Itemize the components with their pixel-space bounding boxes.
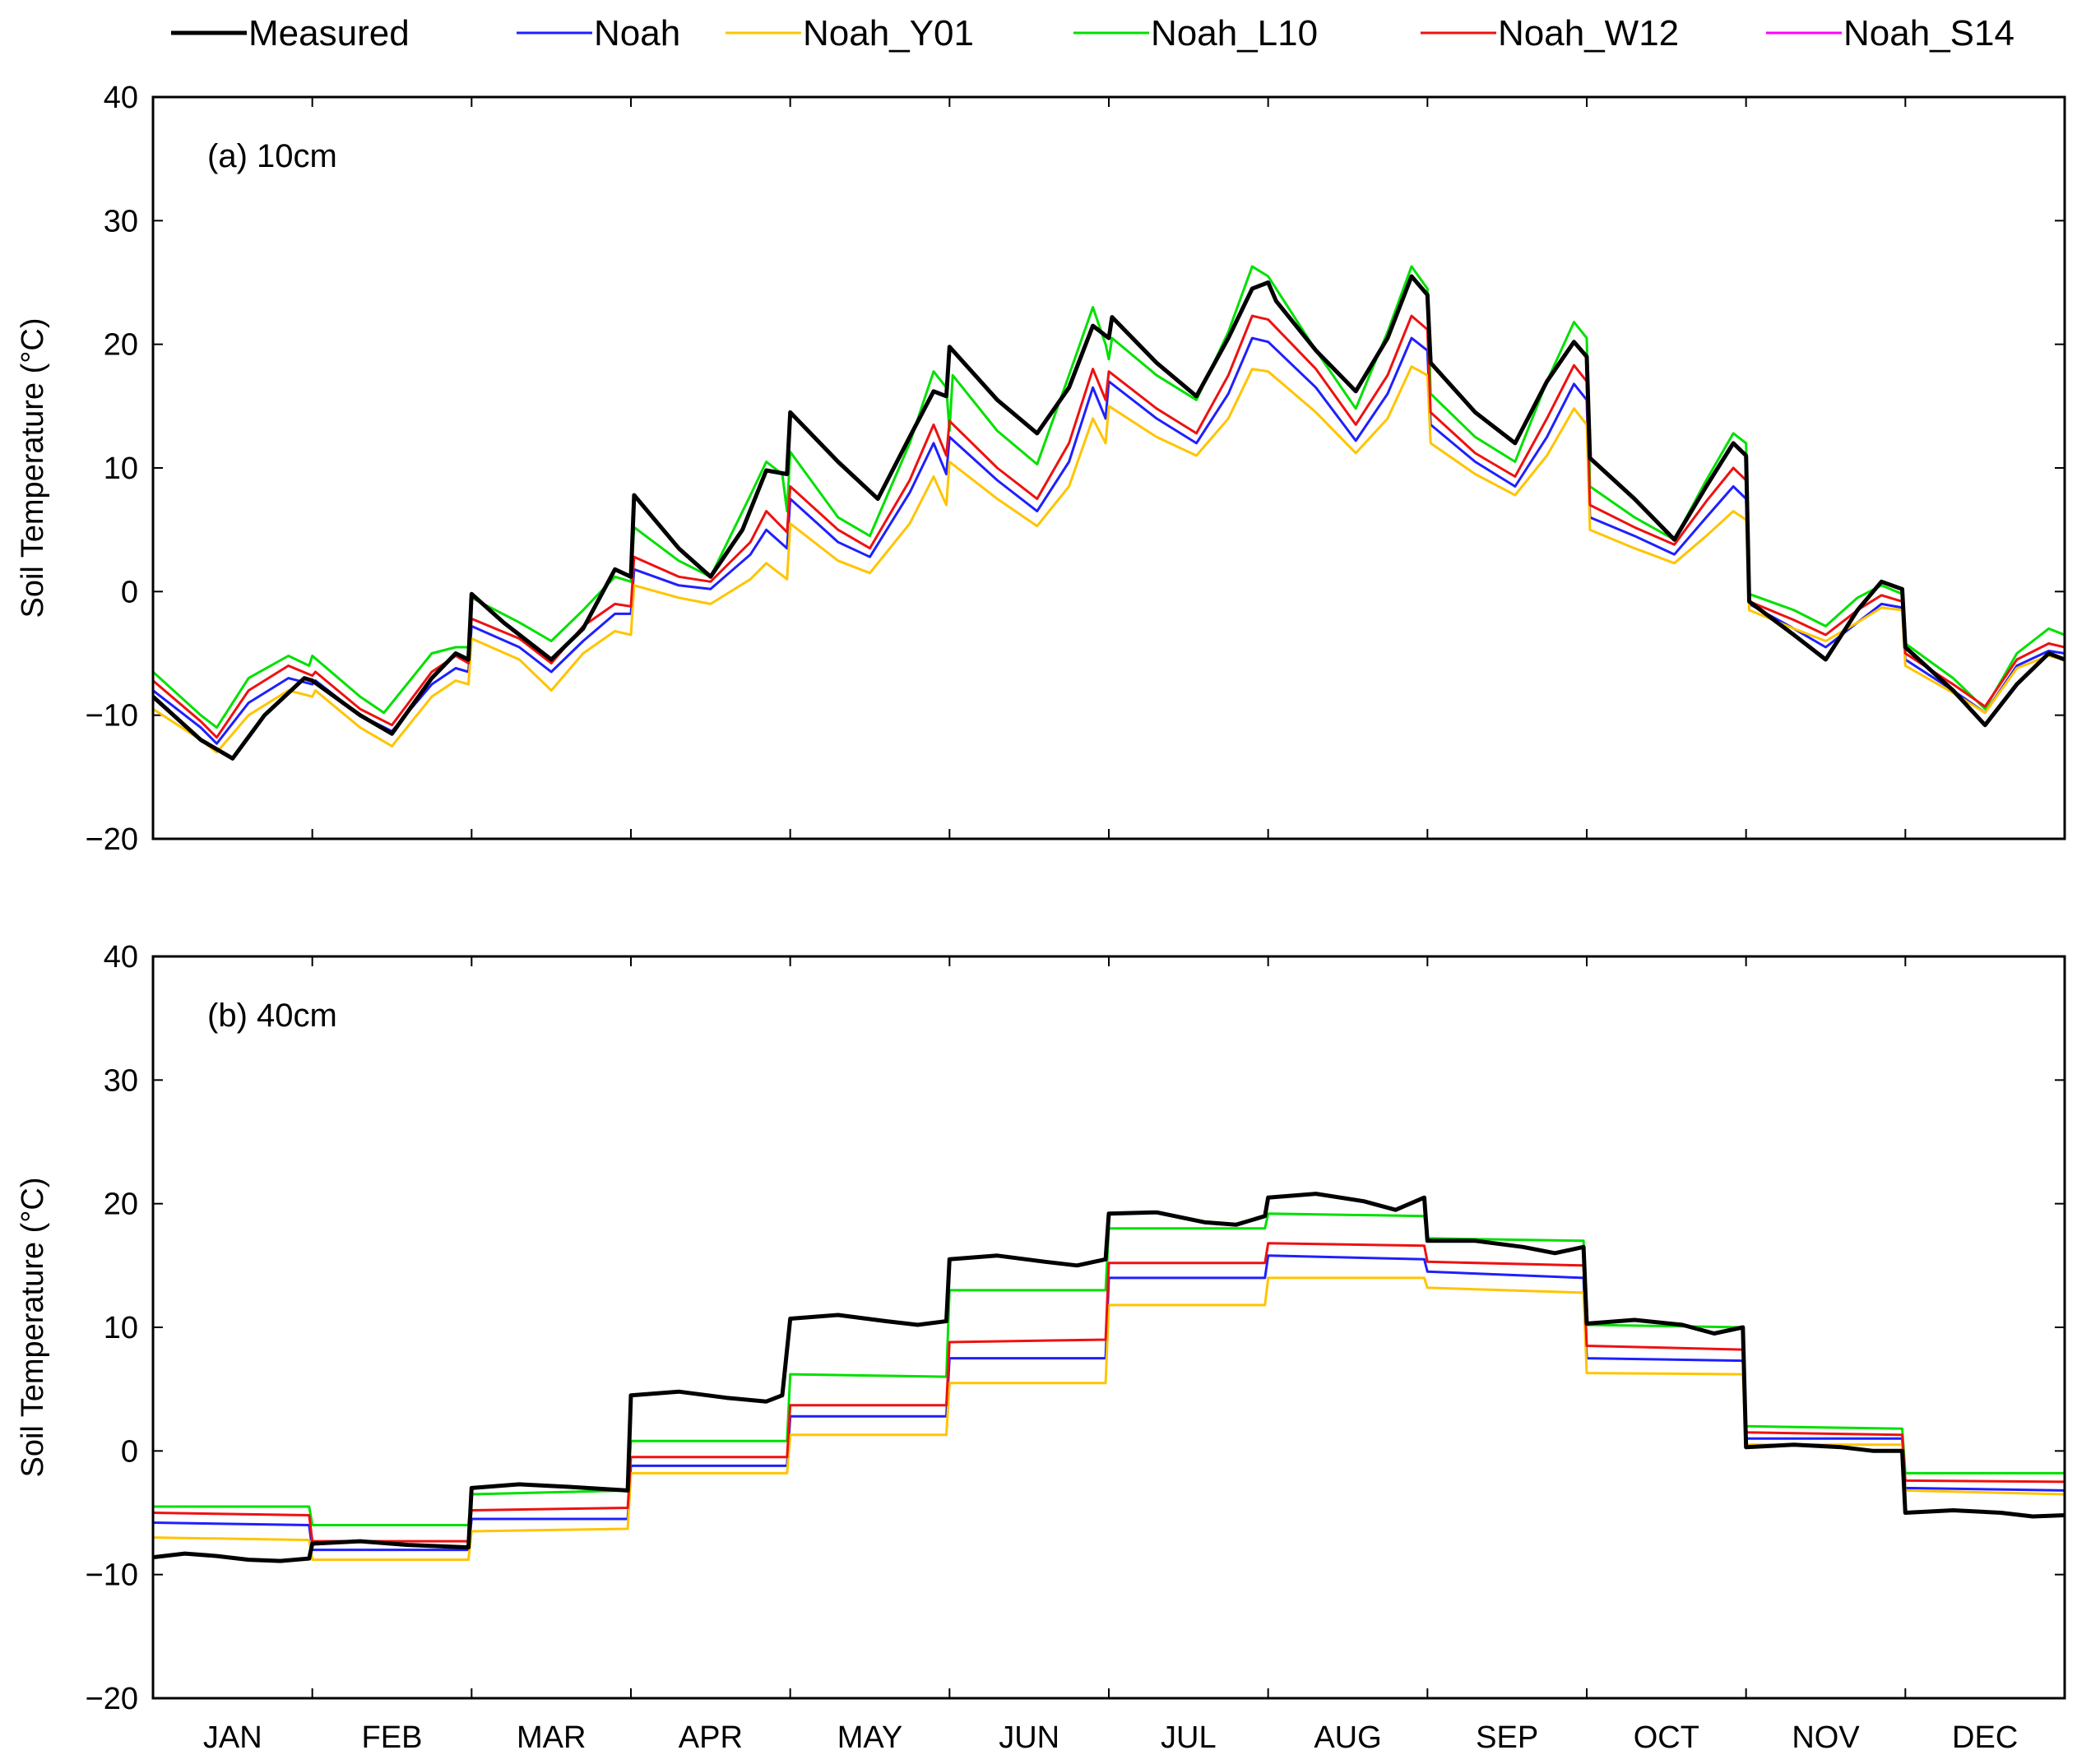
legend-label-noah-s14: Noah_S14 — [1843, 13, 2014, 53]
x-tick-label-oct: OCT — [1634, 1720, 1699, 1755]
series-group — [153, 1192, 2065, 1563]
x-tick-label-may: MAY — [837, 1720, 903, 1755]
x-tick-label-jul: JUL — [1161, 1720, 1217, 1755]
series-group — [153, 265, 2065, 761]
legend-label-noah-y01: Noah_Y01 — [803, 13, 974, 53]
x-tick-label-jan: JAN — [203, 1720, 262, 1755]
x-tick-label-mar: MAR — [517, 1720, 586, 1755]
y-tick-label: 10 — [104, 1311, 138, 1345]
legend-label-noah-l10: Noah_L10 — [1151, 13, 1318, 53]
series-line-noah — [153, 336, 2065, 745]
y-tick-label: −20 — [86, 822, 138, 857]
y-tick-label: 30 — [104, 1063, 138, 1098]
panel-label: (a) 10cm — [207, 138, 337, 174]
series-line-noah-l10 — [153, 1212, 2065, 1526]
series-line-measured — [153, 1192, 2065, 1563]
x-tick-label-apr: APR — [679, 1720, 743, 1755]
x-tick-label-feb: FEB — [362, 1720, 423, 1755]
x-tick-label-jun: JUN — [999, 1720, 1059, 1755]
legend-label-noah-w12: Noah_W12 — [1498, 13, 1679, 53]
y-tick-label: 30 — [104, 204, 138, 238]
series-line-measured — [153, 274, 2065, 761]
series-line-noah-w12 — [153, 314, 2065, 739]
series-line-noah-w12 — [153, 1242, 2065, 1543]
panel-a-10cm: 40 30 20 10 0 −10 −20 Soil Temperature (°C) (a) … — [16, 81, 2066, 857]
series-line-noah — [153, 1254, 2065, 1552]
y-tick-label: −10 — [86, 1558, 138, 1593]
panel-label: (b) 40cm — [207, 998, 337, 1034]
legend: Measured Noah Noah_Y01 Noah_L10 Noah_W12 Noah… — [171, 13, 2014, 53]
y-tick-label: 10 — [104, 451, 138, 486]
panel-b-40cm: 40 30 20 10 0 −10 −20 JAN FEB MAR APR MAY JUN JUL AUG S… — [16, 940, 2066, 1755]
y-tick-label: 40 — [104, 81, 138, 115]
y-tick-label: −20 — [86, 1682, 138, 1716]
y-tick-label: 40 — [104, 940, 138, 975]
y-tick-label: 0 — [121, 1434, 138, 1469]
y-axis-label: Soil Temperature (°C) — [16, 317, 50, 618]
series-line-noah-y01 — [153, 365, 2065, 754]
legend-label-noah: Noah — [594, 13, 680, 53]
y-tick-label: −10 — [86, 699, 138, 734]
legend-label-measured: Measured — [248, 13, 410, 53]
y-tick-label: 20 — [104, 328, 138, 363]
x-tick-label-dec: DEC — [1952, 1720, 2018, 1755]
plot-frame — [151, 955, 2066, 1700]
series-line-noah-y01 — [153, 1276, 2065, 1562]
y-axis-label: Soil Temperature (°C) — [16, 1177, 50, 1477]
plot-frame — [151, 95, 2066, 840]
y-tick-label: 0 — [121, 575, 138, 609]
x-tick-label-sep: SEP — [1476, 1720, 1538, 1755]
x-tick-label-aug: AUG — [1314, 1720, 1381, 1755]
y-tick-label: 20 — [104, 1188, 138, 1222]
x-tick-label-nov: NOV — [1792, 1720, 1860, 1755]
